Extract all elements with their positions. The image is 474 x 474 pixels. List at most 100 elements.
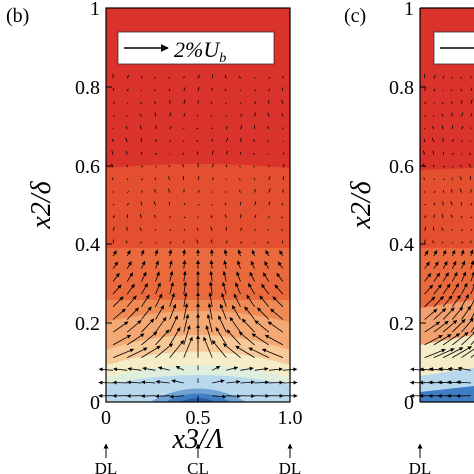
velocity-vector — [126, 261, 132, 269]
velocity-vector — [254, 112, 256, 117]
velocity-vector — [126, 333, 145, 346]
velocity-vector — [141, 318, 155, 333]
velocity-vector — [210, 101, 213, 104]
velocity-vector — [215, 327, 227, 346]
velocity-vector — [112, 250, 117, 257]
velocity-vector — [225, 240, 228, 244]
velocity-vector — [254, 214, 257, 219]
velocity-vector — [441, 213, 444, 219]
velocity-vector — [470, 113, 473, 117]
velocity-vector — [442, 307, 455, 320]
velocity-vector — [240, 113, 243, 117]
velocity-vector — [450, 201, 453, 206]
velocity-vector — [155, 165, 157, 168]
velocity-vector — [442, 190, 445, 193]
velocity-vector — [281, 87, 284, 92]
velocity-vector — [211, 163, 214, 168]
velocity-vector — [183, 203, 186, 206]
velocity-vector — [276, 272, 284, 282]
velocity-vector — [212, 394, 227, 399]
velocity-vector — [268, 176, 271, 181]
velocity-vector — [183, 87, 186, 92]
velocity-vector — [424, 284, 434, 295]
scale-label: 2%Ub — [174, 37, 226, 66]
velocity-vector — [441, 113, 444, 117]
velocity-vector — [240, 137, 242, 142]
velocity-vector — [197, 74, 200, 79]
y-tick-label: 0.6 — [75, 156, 100, 178]
velocity-vector — [126, 178, 129, 181]
velocity-vector — [250, 260, 255, 269]
velocity-vector — [238, 178, 241, 181]
velocity-vector — [169, 271, 174, 282]
velocity-vector — [155, 316, 167, 333]
velocity-vector — [112, 239, 114, 244]
velocity-vector — [225, 164, 228, 168]
velocity-vector — [424, 272, 432, 282]
velocity-vector — [141, 190, 143, 193]
velocity-vector — [197, 176, 200, 181]
velocity-vector — [470, 99, 473, 104]
velocity-vector — [460, 201, 462, 206]
velocity-vector — [459, 76, 462, 79]
velocity-vector — [251, 333, 270, 346]
velocity-vector — [451, 165, 454, 168]
velocity-vector — [225, 137, 229, 142]
panel-label-c: (c) — [344, 5, 366, 27]
velocity-vector — [433, 202, 436, 206]
velocity-vector — [169, 315, 178, 333]
velocity-vector — [461, 215, 463, 219]
velocity-vector — [183, 292, 188, 307]
velocity-vector — [207, 303, 213, 320]
velocity-vector — [281, 216, 284, 219]
velocity-vector — [268, 165, 270, 168]
velocity-vector — [424, 203, 426, 206]
velocity-vector — [456, 380, 471, 385]
velocity-vector — [168, 165, 171, 168]
velocity-vector — [461, 282, 468, 295]
velocity-vector — [153, 89, 156, 92]
velocity-vector — [155, 379, 170, 384]
velocity-vector — [248, 347, 269, 358]
velocity-vector — [272, 296, 284, 308]
velocity-vector — [209, 260, 214, 269]
velocity-vector — [424, 215, 427, 219]
velocity-vector — [141, 271, 147, 282]
velocity-vector — [470, 87, 473, 92]
velocity-vector — [270, 308, 284, 320]
scale-legend: 2%Ub — [117, 31, 275, 66]
velocity-vector — [126, 272, 134, 282]
velocity-vector — [461, 241, 464, 244]
velocity-vector — [196, 127, 199, 130]
velocity-vector — [224, 191, 227, 193]
velocity-vector — [461, 112, 464, 117]
velocity-vector — [451, 283, 460, 295]
velocity-vector — [470, 340, 474, 346]
velocity-vector — [125, 150, 128, 155]
velocity-vector — [155, 242, 157, 244]
velocity-vector — [141, 331, 158, 346]
velocity-vector — [155, 343, 174, 358]
velocity-vector — [450, 101, 453, 104]
velocity-vector — [441, 227, 444, 231]
velocity-vector — [168, 249, 173, 257]
velocity-vector — [254, 100, 257, 104]
velocity-vector — [141, 178, 144, 181]
velocity-vector — [460, 165, 462, 168]
velocity-vector — [433, 261, 439, 269]
velocity-vector — [442, 261, 448, 269]
velocity-vector — [461, 229, 464, 232]
velocity-vector — [442, 178, 445, 181]
velocity-vector — [259, 295, 270, 308]
velocity-vector — [267, 112, 270, 117]
velocity-vector — [442, 249, 447, 257]
velocity-vector — [221, 281, 227, 295]
velocity-vector — [224, 74, 227, 79]
velocity-vector — [169, 215, 171, 219]
velocity-vector — [211, 177, 214, 181]
velocity-vector — [127, 366, 142, 371]
velocity-vector — [226, 394, 241, 399]
velocity-vector — [226, 366, 239, 371]
velocity-vector — [175, 365, 184, 371]
velocity-vector — [139, 213, 142, 219]
